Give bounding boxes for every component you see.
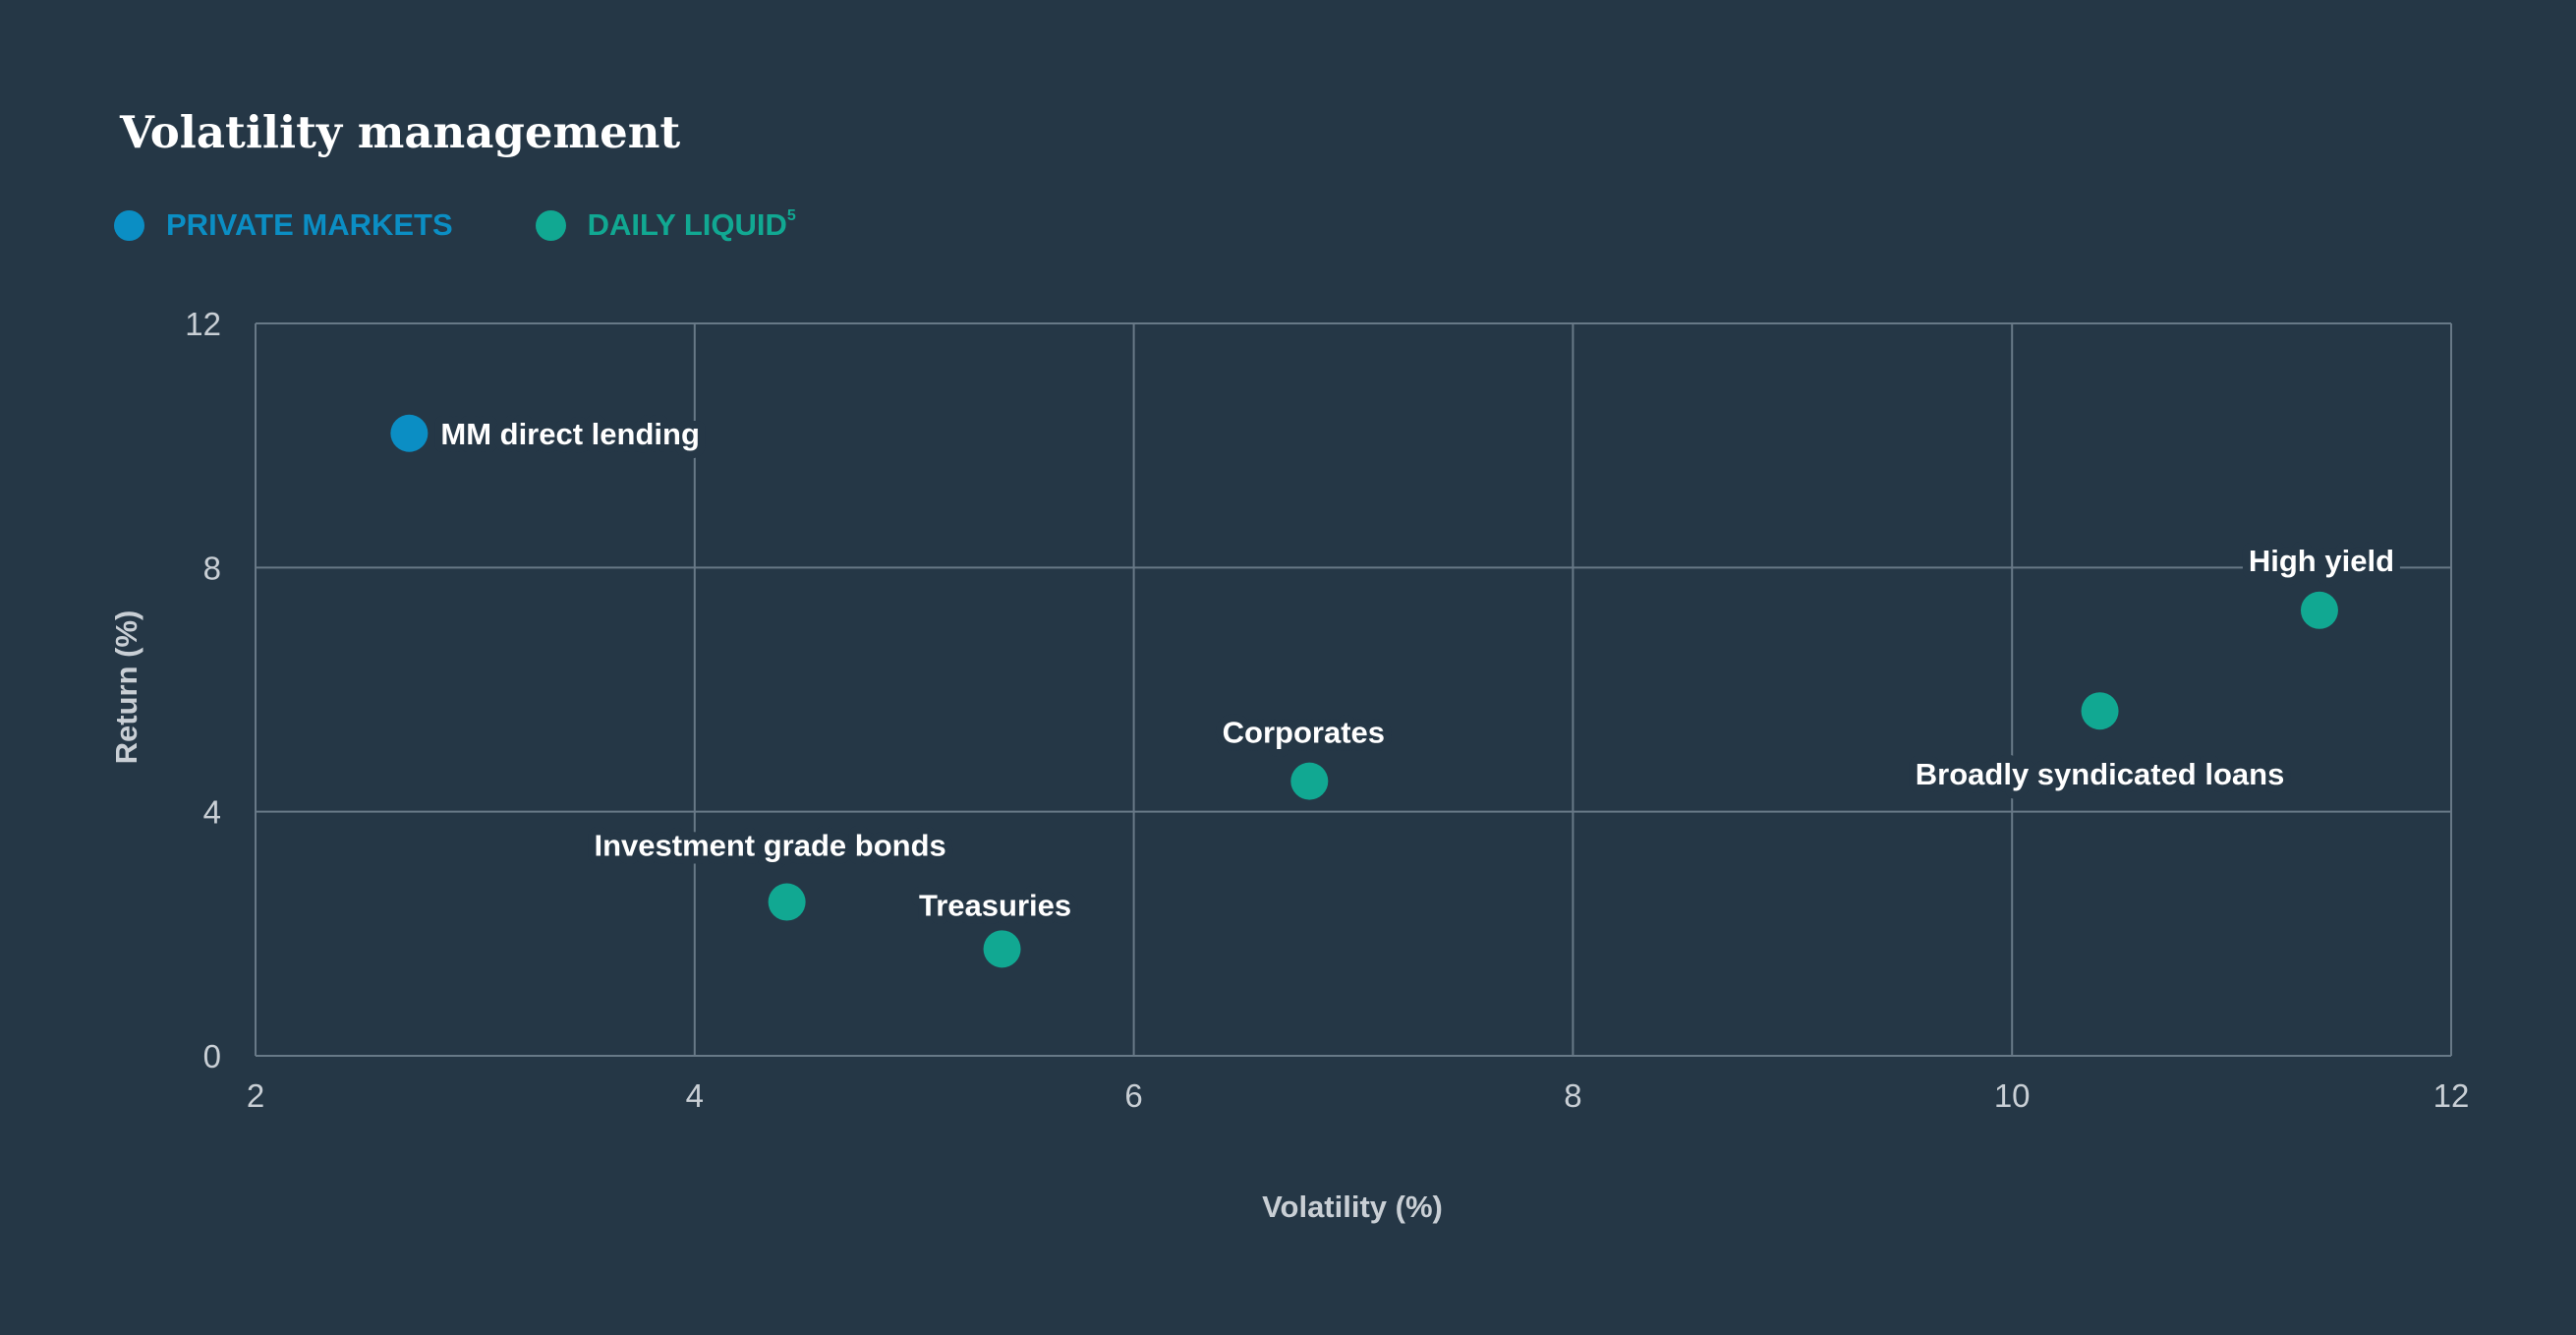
point-label-mm-direct-lending: MM direct lending xyxy=(440,417,700,451)
legend-item-daily-liquid: DAILY LIQUID5 xyxy=(535,207,796,243)
legend-text-private-markets: PRIVATE MARKETS xyxy=(166,207,453,242)
point-treasuries xyxy=(983,930,1021,968)
y-tick-label: 0 xyxy=(203,1038,221,1074)
legend-dot-private-markets xyxy=(114,209,144,241)
point-broadly-syndicated-loans xyxy=(2081,692,2119,730)
legend-text-daily-liquid: DAILY LIQUID xyxy=(587,207,787,242)
grid-lines xyxy=(255,322,2452,1057)
legend-item-private-markets: PRIVATE MARKETS xyxy=(114,207,453,243)
point-high-yield xyxy=(2300,591,2338,629)
point-label-treasuries: Treasuries xyxy=(919,888,1071,922)
legend-label-daily-liquid: DAILY LIQUID5 xyxy=(588,207,796,243)
axis-titles: Volatility (%) Return (%) xyxy=(109,610,1443,1224)
x-tick-label: 10 xyxy=(1994,1077,2031,1114)
point-label-high-yield: High yield xyxy=(2249,544,2394,578)
x-tick-label: 6 xyxy=(1124,1077,1142,1114)
point-corporates xyxy=(1290,762,1329,800)
legend-superscript-daily-liquid: 5 xyxy=(786,206,796,224)
chart-title: Volatility management xyxy=(120,106,681,158)
data-points: MM direct lending High yield Broadly syndi… xyxy=(390,409,2402,968)
x-axis-label: Volatility (%) xyxy=(1262,1190,1443,1224)
x-tick-label: 12 xyxy=(2433,1077,2470,1114)
x-tick-label: 2 xyxy=(247,1077,264,1114)
x-tick-label: 4 xyxy=(686,1077,704,1114)
point-mm-direct-lending xyxy=(390,414,429,452)
y-axis-label: Return (%) xyxy=(109,610,143,765)
point-label-broadly-syndicated-loans: Broadly syndicated loans xyxy=(1916,757,2285,791)
y-tick-label: 12 xyxy=(185,306,221,342)
legend: PRIVATE MARKETS DAILY LIQUID5 xyxy=(114,203,879,247)
y-tick-label: 4 xyxy=(203,794,221,831)
x-tick-label: 8 xyxy=(1564,1077,1581,1114)
tick-labels: 2 4 6 8 10 12 0 4 8 12 xyxy=(185,306,2469,1114)
point-label-corporates: Corporates xyxy=(1223,716,1385,750)
y-tick-label: 8 xyxy=(203,550,221,586)
legend-dot-daily-liquid xyxy=(535,209,566,241)
point-investment-grade-bonds xyxy=(768,883,806,921)
legend-label-private-markets: PRIVATE MARKETS xyxy=(166,207,453,243)
point-label-investment-grade-bonds: Investment grade bonds xyxy=(594,829,945,863)
